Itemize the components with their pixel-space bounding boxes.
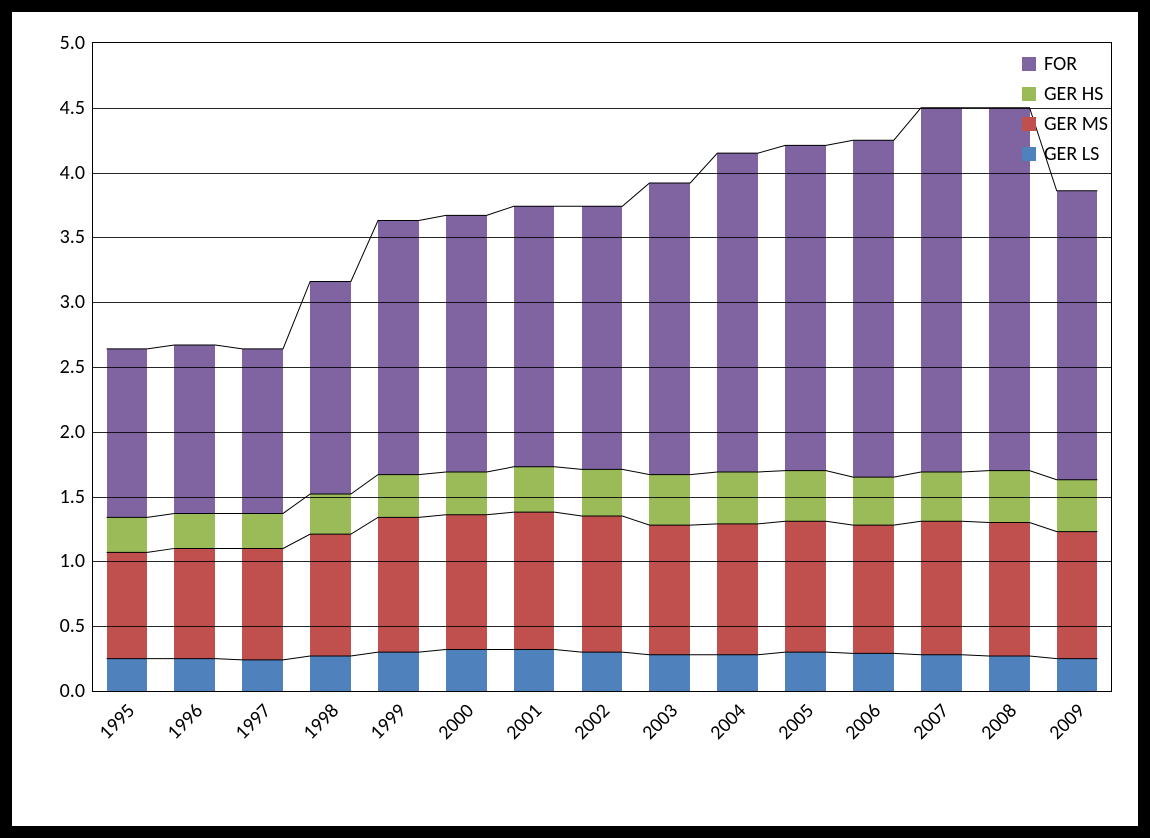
y-tick-label: 2.5 bbox=[60, 355, 93, 379]
legend: FOR GER HS GER MS GER LS bbox=[1022, 52, 1108, 172]
cumulative-line-ger_ms bbox=[107, 512, 1098, 552]
gridline bbox=[93, 173, 1111, 174]
gridline bbox=[93, 432, 1111, 433]
x-tick-label: 2008 bbox=[977, 699, 1023, 745]
legend-swatch bbox=[1022, 57, 1036, 71]
chart-frame: 0.0 0.5 1.0 1.5 2.0 2.5 3.0 3.5 4.0 4.5 5.0 1995 199… bbox=[0, 0, 1150, 838]
legend-item-ger_ls: GER LS bbox=[1022, 142, 1108, 166]
gridline bbox=[93, 108, 1111, 109]
y-tick-label: 1.0 bbox=[60, 549, 93, 573]
legend-label: FOR bbox=[1044, 52, 1077, 76]
y-tick-label: 4.5 bbox=[60, 96, 93, 120]
x-tick-label: 2009 bbox=[1044, 699, 1090, 745]
gridline bbox=[93, 626, 1111, 627]
legend-item-ger_hs: GER HS bbox=[1022, 82, 1108, 106]
gridline bbox=[93, 561, 1111, 562]
y-tick-label: 2.0 bbox=[60, 420, 93, 444]
x-tick-label: 2001 bbox=[501, 699, 547, 745]
legend-item-for: FOR bbox=[1022, 52, 1108, 76]
y-tick-label: 0.5 bbox=[60, 614, 93, 638]
y-tick-label: 1.5 bbox=[60, 485, 93, 509]
cumulative-line-ger_ls bbox=[107, 650, 1098, 660]
cumulative-line-ger_hs bbox=[107, 467, 1098, 518]
y-tick-label: 0.0 bbox=[60, 679, 93, 703]
y-tick-label: 4.0 bbox=[60, 161, 93, 185]
x-tick-label: 1997 bbox=[230, 699, 276, 745]
gridline bbox=[93, 237, 1111, 238]
x-tick-label: 2006 bbox=[841, 699, 887, 745]
y-tick-label: 5.0 bbox=[60, 31, 93, 55]
x-tick-label: 2002 bbox=[569, 699, 615, 745]
legend-label: GER HS bbox=[1044, 82, 1103, 106]
legend-swatch bbox=[1022, 87, 1036, 101]
gridline bbox=[93, 497, 1111, 498]
plot-area: 0.00.51.01.52.02.53.03.54.04.55.01995199… bbox=[92, 42, 1112, 692]
legend-swatch bbox=[1022, 147, 1036, 161]
x-tick-label: 2007 bbox=[909, 699, 955, 745]
y-tick-label: 3.5 bbox=[60, 225, 93, 249]
x-tick-label: 2005 bbox=[773, 699, 819, 745]
x-tick-label: 1999 bbox=[366, 699, 412, 745]
cumulative-line-for bbox=[107, 108, 1098, 349]
legend-label: GER MS bbox=[1044, 112, 1108, 136]
y-tick-label: 3.0 bbox=[60, 290, 93, 314]
x-tick-label: 2003 bbox=[637, 699, 683, 745]
x-tick-label: 2004 bbox=[705, 699, 751, 745]
legend-item-ger_ms: GER MS bbox=[1022, 112, 1108, 136]
legend-swatch bbox=[1022, 117, 1036, 131]
legend-label: GER LS bbox=[1044, 142, 1099, 166]
x-tick-label: 1996 bbox=[162, 699, 208, 745]
x-tick-label: 1995 bbox=[94, 699, 140, 745]
x-tick-label: 1998 bbox=[298, 699, 344, 745]
x-tick-label: 2000 bbox=[434, 699, 480, 745]
gridline bbox=[93, 367, 1111, 368]
gridline bbox=[93, 302, 1111, 303]
